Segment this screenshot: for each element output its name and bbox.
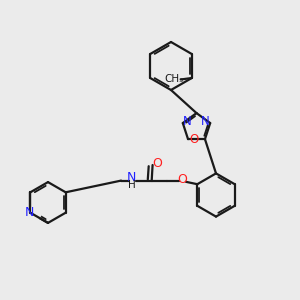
Text: O: O (152, 157, 162, 170)
Text: H: H (128, 179, 136, 190)
Text: N: N (201, 115, 210, 128)
Text: N: N (25, 206, 34, 220)
Text: N: N (127, 171, 136, 184)
Text: O: O (189, 133, 199, 146)
Text: N: N (183, 115, 192, 128)
Text: O: O (177, 172, 187, 186)
Text: CH₃: CH₃ (164, 74, 183, 84)
